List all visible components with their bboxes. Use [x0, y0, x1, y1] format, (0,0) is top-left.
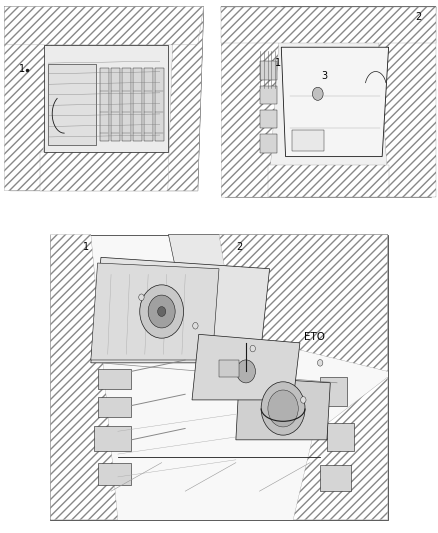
Bar [260, 110, 277, 128]
Polygon shape [268, 165, 389, 197]
Circle shape [312, 87, 323, 100]
Bar [111, 68, 120, 141]
Polygon shape [91, 257, 269, 363]
Text: 1: 1 [83, 243, 89, 252]
Circle shape [148, 295, 175, 328]
Text: 1: 1 [275, 59, 281, 68]
Polygon shape [376, 7, 436, 197]
Circle shape [268, 390, 298, 427]
Bar [144, 68, 153, 141]
Polygon shape [168, 6, 204, 191]
Bar [98, 368, 131, 389]
Polygon shape [293, 377, 388, 520]
Polygon shape [40, 152, 198, 191]
Circle shape [261, 382, 305, 435]
Polygon shape [281, 47, 389, 157]
Bar [219, 360, 239, 377]
Bar [320, 377, 347, 406]
Polygon shape [44, 45, 168, 152]
Bar [98, 397, 131, 417]
Polygon shape [48, 64, 96, 144]
Polygon shape [219, 235, 388, 372]
Bar [122, 68, 131, 141]
Bar [94, 425, 131, 451]
Bar [221, 3, 436, 205]
Text: 1: 1 [19, 64, 25, 74]
Text: ETO: ETO [304, 332, 325, 342]
Polygon shape [221, 7, 281, 197]
Circle shape [250, 345, 255, 352]
Text: 2: 2 [416, 12, 422, 22]
Polygon shape [4, 6, 204, 191]
Circle shape [140, 285, 184, 338]
Bar [260, 61, 277, 79]
Circle shape [237, 360, 255, 383]
Polygon shape [168, 235, 388, 363]
Bar [260, 86, 277, 104]
Bar [292, 130, 324, 150]
Polygon shape [91, 263, 219, 360]
Bar [260, 134, 277, 152]
Polygon shape [50, 235, 388, 520]
Circle shape [300, 397, 306, 403]
Polygon shape [221, 7, 436, 43]
Bar [155, 68, 164, 141]
Bar [4, 3, 204, 195]
Bar [327, 423, 354, 451]
Circle shape [139, 294, 144, 301]
Bar [98, 463, 131, 486]
Circle shape [318, 360, 323, 366]
Text: 2: 2 [236, 243, 242, 252]
Bar [133, 68, 142, 141]
Polygon shape [4, 6, 54, 191]
Polygon shape [192, 334, 300, 400]
Bar [100, 68, 109, 141]
Polygon shape [50, 235, 118, 520]
Bar [320, 465, 350, 491]
Polygon shape [236, 377, 330, 440]
Polygon shape [226, 155, 260, 197]
Circle shape [193, 322, 198, 329]
Bar [50, 235, 388, 520]
Polygon shape [221, 7, 436, 197]
Text: 3: 3 [321, 70, 327, 80]
Circle shape [158, 306, 166, 317]
Polygon shape [4, 6, 204, 45]
